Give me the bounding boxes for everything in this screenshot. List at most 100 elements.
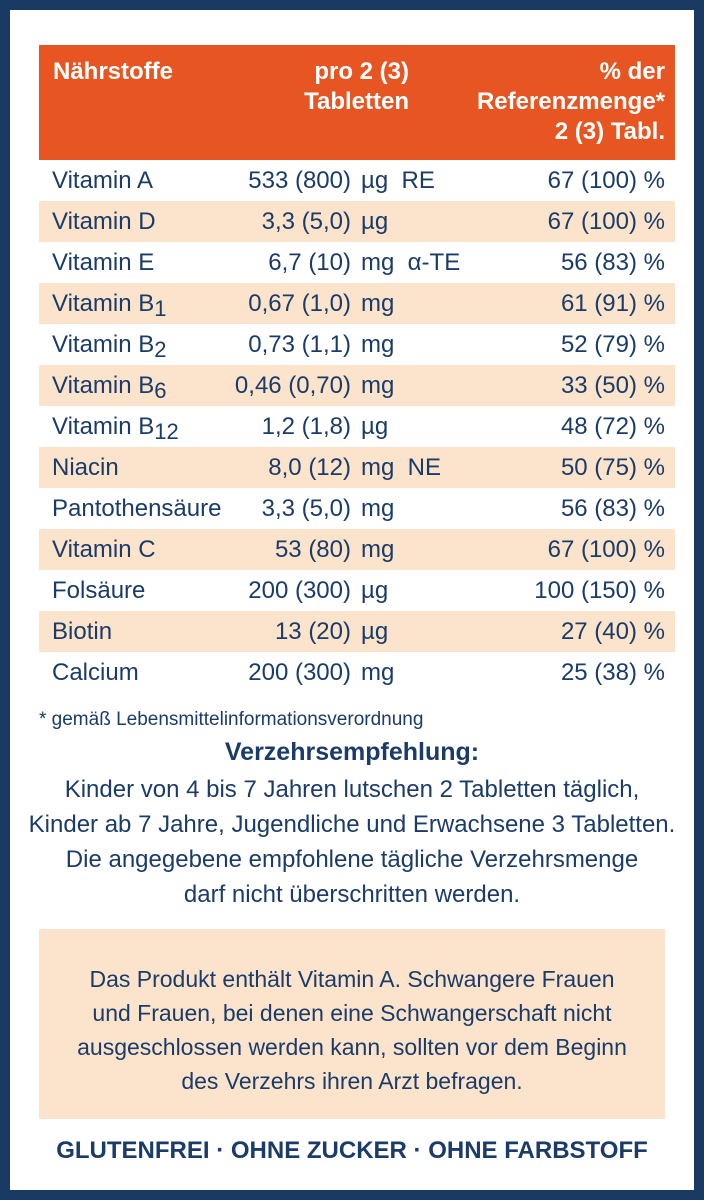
header-amount-line2: Tabletten xyxy=(304,88,409,115)
nutrient-unit: µg xyxy=(361,618,389,645)
table-row: Folsäure 200 (300) µg 100 (150) % xyxy=(39,570,675,611)
warning-line: und Frauen, bei denen eine Schwangerscha… xyxy=(92,1000,612,1026)
nutrient-amount: 13 (20) xyxy=(274,618,351,645)
recommendation-line: darf nicht überschritten werden. xyxy=(183,881,521,908)
nutrient-amount: 0,67 (1,0) xyxy=(248,290,351,317)
nutrient-amount: 8,0 (12) xyxy=(268,454,351,481)
nutrient-reference-percent: 67 (100) % xyxy=(547,536,665,563)
nutrient-reference-percent: 48 (72) % xyxy=(560,413,665,440)
nutrient-name-text: Vitamin D xyxy=(52,208,156,235)
nutrient-reference-percent: 25 (38) % xyxy=(560,659,665,686)
table-row: Vitamin D 3,3 (5,0) µg 67 (100) % xyxy=(39,201,675,242)
header-reference: % der Referenzmenge* 2 (3) Tabl. xyxy=(477,57,665,147)
nutrient-name-text: Vitamin A xyxy=(52,167,153,194)
nutrient-subscript: 2 xyxy=(154,337,167,362)
warning-line: Das Produkt enthält Vitamin A. Schwanger… xyxy=(89,966,615,992)
nutrient-name-text: Vitamin B xyxy=(52,413,155,440)
header-nutrients: Nährstoffe xyxy=(53,58,174,85)
nutrient-name: Vitamin B1 xyxy=(52,283,167,324)
nutrient-name: Vitamin A xyxy=(52,160,153,201)
nutrient-amount: 533 (800) xyxy=(248,167,351,194)
table-row: Vitamin B1 0,67 (1,0) mg 61 (91) % xyxy=(39,283,675,324)
nutrient-name: Vitamin B12 xyxy=(52,406,179,447)
nutrient-unit: mg xyxy=(361,290,395,317)
nutrient-amount: 3,3 (5,0) xyxy=(261,495,351,522)
table-row: Vitamin E 6,7 (10) mg α-TE 56 (83) % xyxy=(39,242,675,283)
recommendation-title: Verzehrsempfehlung: xyxy=(224,738,480,766)
label-card: Nährstoffe pro 2 (3) Tabletten % der Ref… xyxy=(10,10,694,1190)
nutrient-amount: 200 (300) xyxy=(248,659,351,686)
nutrient-name: Biotin xyxy=(52,611,112,652)
nutrient-reference-percent: 52 (79) % xyxy=(560,331,665,358)
nutrient-amount: 53 (80) xyxy=(274,536,351,563)
nutrient-unit: µg xyxy=(361,208,389,235)
nutrient-subscript: 12 xyxy=(154,419,179,444)
table-header: Nährstoffe pro 2 (3) Tabletten % der Ref… xyxy=(39,45,675,160)
recommendation-line: Die angegebene empfohlene tägliche Verze… xyxy=(65,846,639,873)
nutrient-subscript: 1 xyxy=(154,296,167,321)
footnote: * gemäß Lebensmittelinformationsverordnu… xyxy=(39,709,424,730)
nutrient-name-text: Pantothensäure xyxy=(52,495,222,522)
nutrient-name-text: Vitamin B xyxy=(52,331,155,358)
nutrient-name-text: Niacin xyxy=(52,454,119,481)
nutrient-name: Vitamin B2 xyxy=(52,324,167,365)
nutrient-unit: mg xyxy=(361,495,395,522)
table-row: Pantothensäure 3,3 (5,0) mg 56 (83) % xyxy=(39,488,675,529)
warning-line: des Verzehrs ihren Arzt befragen. xyxy=(181,1068,523,1094)
nutrient-reference-percent: 61 (91) % xyxy=(560,290,665,317)
nutrient-name: Vitamin C xyxy=(52,529,156,570)
header-ref-line3: 2 (3) Tabl. xyxy=(554,118,665,145)
table-row: Vitamin A 533 (800) µg RE 67 (100) % xyxy=(39,160,675,201)
table-row: Niacin 8,0 (12) mg NE 50 (75) % xyxy=(39,447,675,488)
recommendation-text: Kinder von 4 bis 7 Jahren lutschen 2 Tab… xyxy=(10,772,694,912)
header-amount-line1: pro 2 (3) xyxy=(314,58,409,85)
nutrient-name-text: Calcium xyxy=(52,659,139,686)
nutrient-unit: mg xyxy=(361,536,395,563)
nutrient-reference-percent: 56 (83) % xyxy=(560,495,665,522)
nutrient-amount: 0,73 (1,1) xyxy=(248,331,351,358)
nutrient-reference-percent: 50 (75) % xyxy=(560,454,665,481)
nutrient-unit: µg xyxy=(361,577,389,604)
nutrient-unit: mg xyxy=(361,659,395,686)
table-body: Vitamin A 533 (800) µg RE 67 (100) % Vitamin… xyxy=(39,160,675,693)
nutrition-table: Nährstoffe pro 2 (3) Tabletten % der Ref… xyxy=(39,45,675,693)
nutrient-name-text: Vitamin B xyxy=(52,372,155,399)
nutrient-name: Niacin xyxy=(52,447,119,488)
header-ref-line1: % der xyxy=(599,58,665,85)
table-row: Biotin 13 (20) µg 27 (40) % xyxy=(39,611,675,652)
nutrient-name: Vitamin E xyxy=(52,242,154,283)
nutrient-unit: µg xyxy=(361,413,389,440)
nutrient-amount: 0,46 (0,70) xyxy=(234,372,351,399)
nutrient-reference-percent: 100 (150) % xyxy=(534,577,665,604)
nutrient-name: Folsäure xyxy=(52,570,145,611)
nutrient-unit: mg xyxy=(361,372,395,399)
warning-box: Das Produkt enthält Vitamin A. Schwanger… xyxy=(39,929,665,1119)
table-row: Vitamin C 53 (80) mg 67 (100) % xyxy=(39,529,675,570)
nutrient-reference-percent: 67 (100) % xyxy=(547,167,665,194)
nutrient-name-text: Biotin xyxy=(52,618,113,645)
nutrient-name-text: Vitamin B xyxy=(52,290,155,317)
nutrient-amount: 3,3 (5,0) xyxy=(261,208,351,235)
recommendation-line: Kinder ab 7 Jahre, Jugendliche und Erwac… xyxy=(28,811,676,838)
nutrient-amount: 6,7 (10) xyxy=(268,249,351,276)
warning-line: ausgeschlossen werden kann, sollten vor … xyxy=(77,1034,627,1060)
nutrient-unit: mg NE xyxy=(361,454,442,481)
nutrient-reference-percent: 33 (50) % xyxy=(560,372,665,399)
nutrient-name: Calcium xyxy=(52,652,139,693)
table-row: Vitamin B6 0,46 (0,70) mg 33 (50) % xyxy=(39,365,675,406)
table-row: Vitamin B2 0,73 (1,1) mg 52 (79) % xyxy=(39,324,675,365)
nutrient-reference-percent: 27 (40) % xyxy=(560,618,665,645)
nutrient-name: Vitamin B6 xyxy=(52,365,167,406)
nutrient-name-text: Vitamin E xyxy=(52,249,155,276)
nutrient-name: Vitamin D xyxy=(52,201,156,242)
nutrient-name: Pantothensäure xyxy=(52,488,221,529)
nutrient-name-text: Vitamin C xyxy=(52,536,156,563)
nutrient-unit: mg xyxy=(361,331,395,358)
nutrient-unit: µg RE xyxy=(361,167,435,194)
header-amount: pro 2 (3) Tabletten xyxy=(259,57,409,117)
table-row: Vitamin B12 1,2 (1,8) µg 48 (72) % xyxy=(39,406,675,447)
nutrient-name-text: Folsäure xyxy=(52,577,146,604)
nutrient-amount: 1,2 (1,8) xyxy=(261,413,351,440)
nutrient-reference-percent: 67 (100) % xyxy=(547,208,665,235)
table-row: Calcium 200 (300) mg 25 (38) % xyxy=(39,652,675,693)
